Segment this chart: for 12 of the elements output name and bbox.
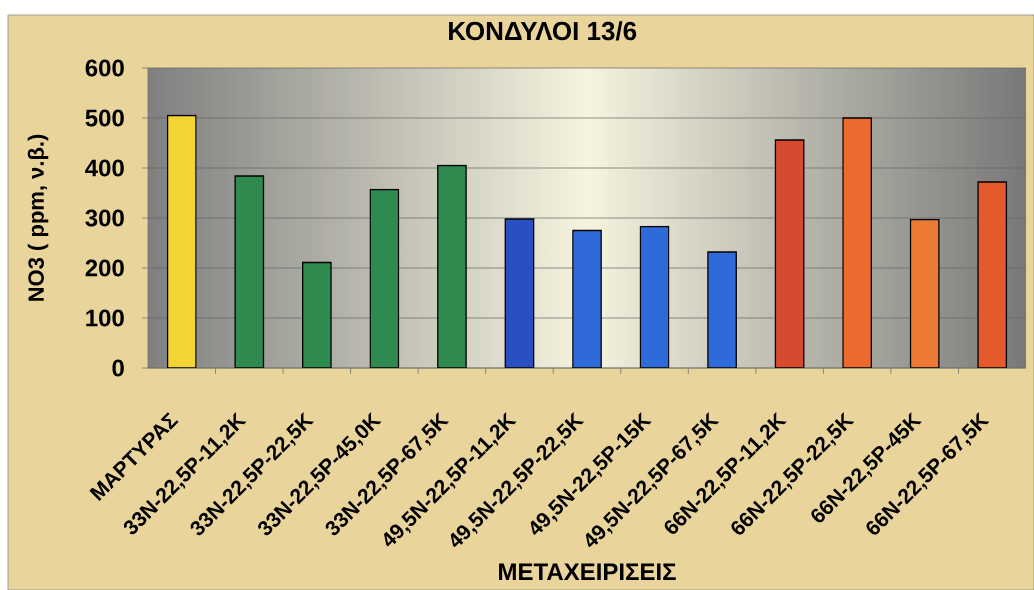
y-tick-label: 0 [112, 359, 124, 377]
chart-title: ΚΟΝΔΥΛΟΙ 13/6 [449, 21, 637, 41]
y-tick-label: 100 [86, 309, 124, 327]
x-axis-title: ΜΕΤΑΧΕΙΡΙΣΕΙΣ [499, 563, 676, 580]
y-tick-label: 500 [85, 109, 124, 127]
y-tick-label: 600 [85, 59, 124, 77]
y-axis-title: NO3 ( ppm, ν.β.) [27, 134, 49, 301]
bar [639, 225, 670, 368]
y-tick-label: 400 [85, 159, 124, 177]
bar [369, 188, 400, 368]
y-tick-label: 200 [85, 259, 124, 277]
y-tick-label: 300 [85, 209, 124, 227]
